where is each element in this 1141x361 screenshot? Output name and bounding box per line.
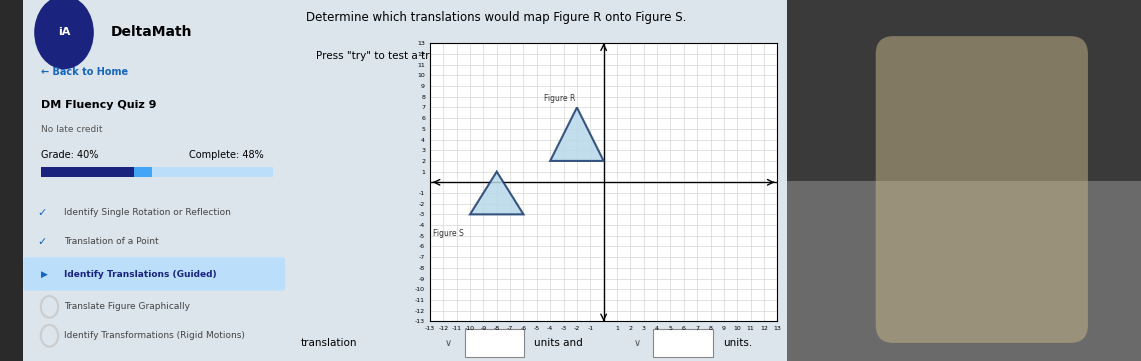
Bar — [787, 180, 1141, 361]
Text: ▶: ▶ — [41, 270, 48, 279]
Bar — [654, 329, 713, 357]
Text: ∨: ∨ — [633, 338, 640, 348]
FancyBboxPatch shape — [876, 36, 1087, 343]
Text: Grade: 40%: Grade: 40% — [41, 150, 98, 160]
Bar — [133, 167, 153, 177]
FancyBboxPatch shape — [0, 0, 23, 361]
Text: ✓: ✓ — [38, 208, 47, 218]
Text: DeltaMath: DeltaMath — [111, 26, 192, 39]
Text: Identify Single Rotation or Reflection: Identify Single Rotation or Reflection — [64, 209, 230, 217]
Text: Translation of a Point: Translation of a Point — [64, 238, 159, 246]
Text: units.: units. — [722, 338, 752, 348]
Circle shape — [35, 0, 94, 69]
Text: ✓: ✓ — [38, 237, 47, 247]
Bar — [41, 167, 133, 177]
Text: Figure S: Figure S — [432, 229, 463, 238]
Text: Figure R: Figure R — [543, 95, 575, 103]
Text: Complete: 48%: Complete: 48% — [189, 150, 264, 160]
Text: iA: iA — [58, 27, 71, 38]
Text: No late credit: No late credit — [41, 126, 103, 134]
Polygon shape — [470, 171, 524, 214]
Text: ← Back to Home: ← Back to Home — [41, 67, 128, 77]
Polygon shape — [550, 108, 604, 161]
Bar — [41, 167, 274, 177]
Text: ∨: ∨ — [445, 338, 452, 348]
Text: Translate Figure Graphically: Translate Figure Graphically — [64, 303, 191, 311]
Text: Determine which translations would map Figure R onto Figure S.: Determine which translations would map F… — [306, 11, 686, 24]
Text: translation: translation — [301, 338, 357, 348]
Text: Identify Transformations (Rigid Motions): Identify Transformations (Rigid Motions) — [64, 331, 245, 340]
FancyBboxPatch shape — [23, 257, 285, 291]
Text: DM Fluency Quiz 9: DM Fluency Quiz 9 — [41, 100, 156, 110]
Text: Identify Translations (Guided): Identify Translations (Guided) — [64, 270, 217, 279]
Text: Press "try" to test a translation or sequence of translations.: Press "try" to test a translation or seq… — [316, 51, 626, 61]
Text: units and: units and — [534, 338, 583, 348]
Bar — [464, 329, 524, 357]
Bar — [787, 0, 1141, 180]
